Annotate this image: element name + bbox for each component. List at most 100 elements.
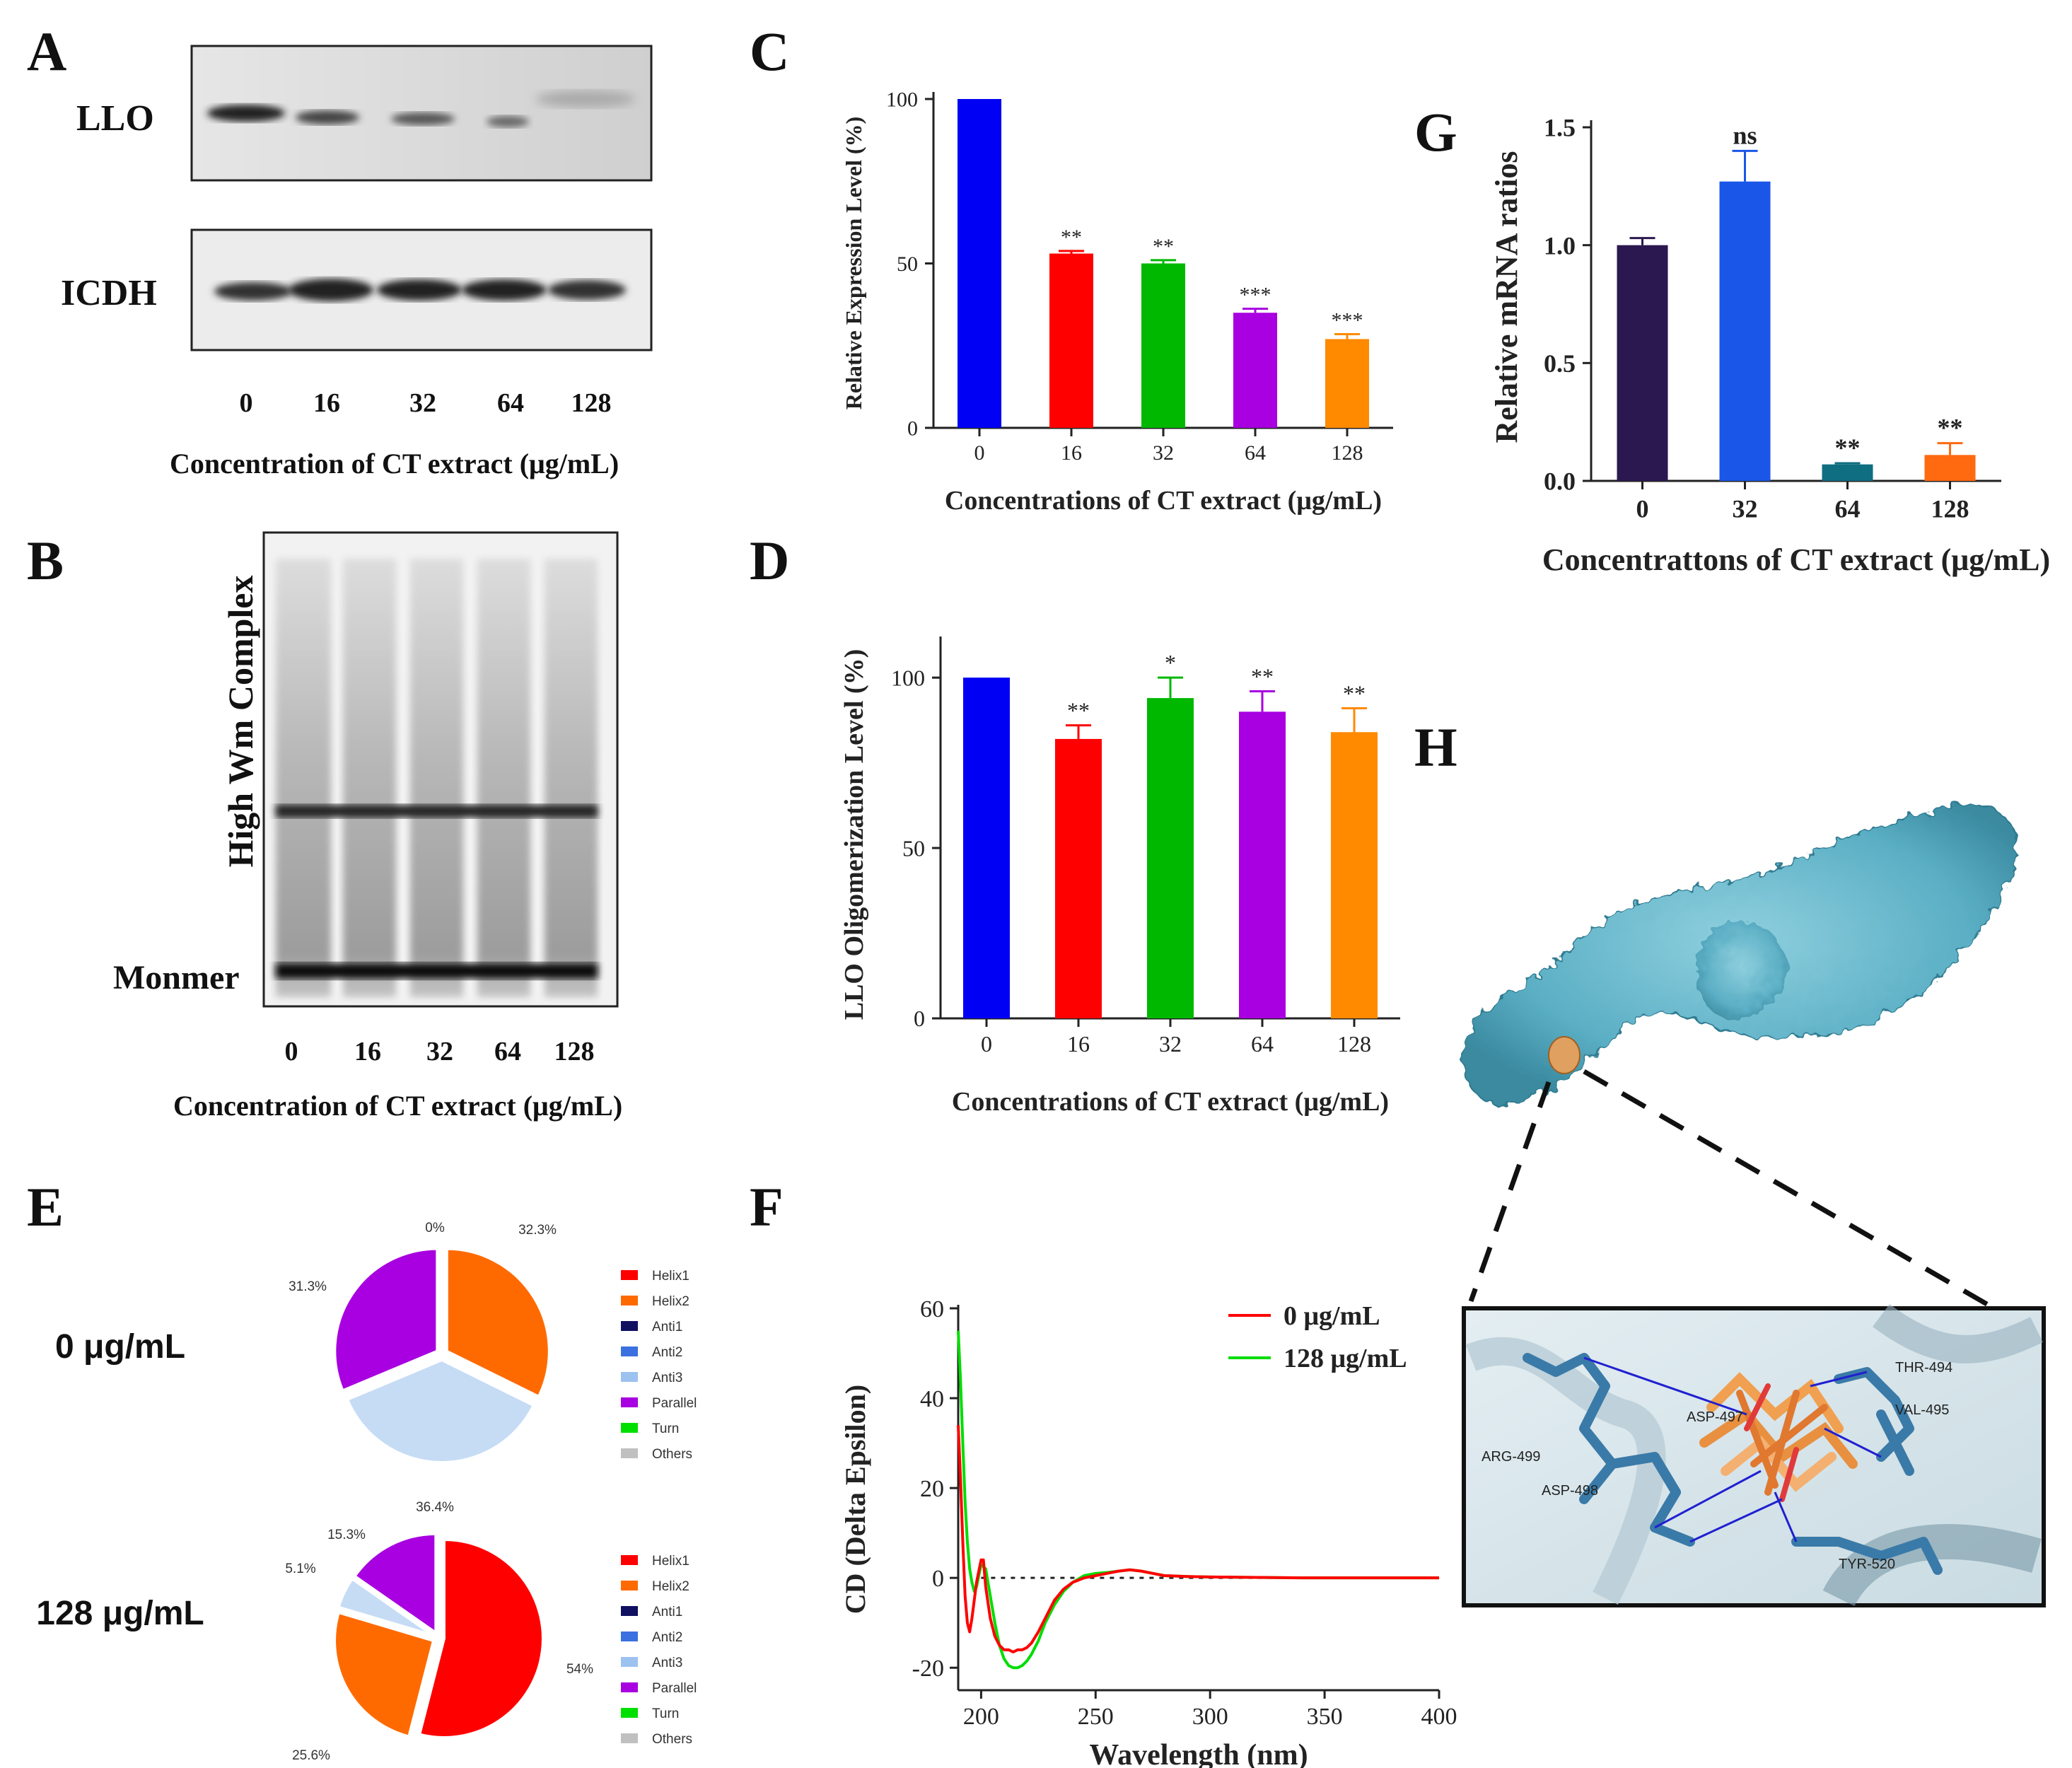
x-tick-label: 32 bbox=[1159, 1031, 1182, 1057]
legend-label: Anti3 bbox=[652, 1371, 682, 1385]
x-tick-label: 0 bbox=[981, 1031, 992, 1057]
lane-label: 16 bbox=[313, 388, 340, 418]
x-tick-label: 300 bbox=[1192, 1704, 1228, 1730]
significance-label: *** bbox=[1332, 308, 1363, 332]
blot-b-lane-3 bbox=[410, 559, 463, 997]
significance-label: ** bbox=[1251, 663, 1274, 689]
llo-band-lane-1 bbox=[207, 105, 285, 122]
bar-32 bbox=[1141, 263, 1185, 428]
legend-label: Helix1 bbox=[652, 1554, 689, 1569]
series-line bbox=[957, 1425, 1439, 1653]
legend-swatch-helix1 bbox=[621, 1270, 638, 1280]
lane-label: 0 bbox=[239, 388, 253, 418]
icdh-band-lane-5 bbox=[548, 280, 626, 300]
x-axis-title: Wavelength (nm) bbox=[1089, 1739, 1308, 1768]
x-axis-title-b: Concentration of CT extract (μg/mL) bbox=[173, 1090, 623, 1122]
legend-swatch-helix2 bbox=[621, 1581, 638, 1590]
x-tick-label: 32 bbox=[1153, 441, 1174, 465]
icdh-band-lane-1 bbox=[214, 282, 292, 301]
bar-128 bbox=[1331, 732, 1378, 1018]
legend-label: Parallel bbox=[652, 1396, 697, 1411]
icdh-band-lane-2 bbox=[289, 279, 373, 301]
llo-band-label: LLO bbox=[76, 98, 154, 139]
lane-label: 32 bbox=[409, 388, 436, 418]
legend-swatch-anti3 bbox=[621, 1372, 638, 1382]
ligand-cluster bbox=[1699, 1372, 1858, 1502]
pie-slice-label: 5.1% bbox=[285, 1561, 315, 1576]
panel-letter-d: D bbox=[750, 530, 790, 591]
monomer-label: Monmer bbox=[113, 959, 240, 996]
pie-slice-label: 32.3% bbox=[518, 1223, 557, 1238]
blot-b-lane-4 bbox=[477, 559, 530, 997]
pie-slice-label: 15.3% bbox=[327, 1528, 366, 1542]
lane-label: 32 bbox=[426, 1037, 453, 1066]
chart-g: 0.0 0.5 1.0 1.5 0 32 ns 64 ** 128 ** Relative mRNA … bbox=[1489, 114, 2050, 577]
pie-slice-label: 0% bbox=[425, 1221, 445, 1235]
legend-swatch-parallel bbox=[621, 1682, 638, 1692]
legend-label: Turn bbox=[652, 1421, 679, 1436]
chart-f: -20 0 20 40 60 200 250 300 350 400 0 μg/mL 128 μg/m… bbox=[839, 1296, 1457, 1768]
llo-band-lane-3 bbox=[391, 112, 455, 125]
ribbon-3 bbox=[1873, 1303, 2043, 1363]
upper-band-row bbox=[276, 805, 598, 818]
residue-label: VAL-495 bbox=[1895, 1402, 1949, 1418]
y-tick-label: 0.5 bbox=[1544, 349, 1576, 378]
pie-slice-helix1 bbox=[417, 1537, 545, 1739]
pie-slice-anti3 bbox=[345, 1358, 536, 1464]
panel-letter-a: A bbox=[27, 21, 67, 82]
legend-label: 0 μg/mL bbox=[1284, 1301, 1380, 1331]
y-tick-label: 100 bbox=[891, 665, 925, 690]
bar-128 bbox=[1924, 455, 1976, 481]
y-tick-label: 40 bbox=[920, 1386, 944, 1412]
legend-swatch-parallel bbox=[621, 1397, 638, 1407]
y-tick-label: 50 bbox=[897, 252, 918, 276]
bar-16 bbox=[1055, 738, 1102, 1018]
blot-b-lane-1 bbox=[276, 559, 331, 997]
pie-slice-helix2 bbox=[445, 1247, 551, 1399]
significance-label: ** bbox=[1067, 698, 1090, 723]
pie-slice-parallel bbox=[352, 1532, 438, 1636]
y-tick-label: 60 bbox=[920, 1296, 944, 1322]
bar-0 bbox=[963, 677, 1010, 1018]
legend-swatch-anti3 bbox=[621, 1657, 638, 1667]
series-line bbox=[957, 1330, 1439, 1670]
x-tick-label: 250 bbox=[1078, 1704, 1114, 1730]
legend-swatch-anti2 bbox=[621, 1632, 638, 1641]
x-tick-label: 16 bbox=[1061, 441, 1082, 465]
legend-label: Anti1 bbox=[652, 1320, 682, 1334]
panel-e-pies: 32.3% 36.4% 31.3% 0% 0 μg/mL Helix1 Helix2 Anti… bbox=[36, 1221, 697, 1763]
residue-label: TYR-520 bbox=[1839, 1557, 1895, 1572]
x-tick-label: 16 bbox=[1067, 1031, 1090, 1057]
x-axis-title-a: Concentration of CT extract (μg/mL) bbox=[170, 448, 619, 479]
panel-letter-b: B bbox=[27, 530, 64, 591]
icdh-band-label: ICDH bbox=[61, 273, 157, 313]
legend-swatch-helix1 bbox=[621, 1555, 638, 1565]
y-tick-label: 0 bbox=[914, 1006, 925, 1031]
lane-label: 64 bbox=[497, 388, 524, 418]
lane-label: 128 bbox=[571, 388, 612, 418]
pie-slice-label: 31.3% bbox=[289, 1279, 327, 1294]
pie-slice-label: 54% bbox=[566, 1662, 593, 1677]
legend-swatch-turn bbox=[621, 1423, 638, 1433]
icdh-band-lane-4 bbox=[462, 279, 547, 301]
panel-letter-e: E bbox=[27, 1176, 64, 1238]
chart-d: 0 50 100 0 16 ** 32 * 64 ** 128 ** LLO Oligomerizati… bbox=[839, 636, 1400, 1117]
bar-64 bbox=[1822, 464, 1873, 481]
y-tick-label: 0 bbox=[932, 1566, 944, 1592]
panel-letter-h: H bbox=[1414, 716, 1457, 778]
icdh-band-lane-3 bbox=[377, 279, 462, 301]
x-tick-label: 64 bbox=[1835, 495, 1861, 523]
legend-label: Anti1 bbox=[652, 1605, 682, 1619]
legend-swatch-turn bbox=[621, 1708, 638, 1718]
legend-label: Turn bbox=[652, 1706, 679, 1721]
bar-64 bbox=[1233, 313, 1277, 428]
x-tick-label: 128 bbox=[1931, 495, 1969, 523]
pie-slice-anti3 bbox=[337, 1576, 434, 1637]
x-tick-label: 64 bbox=[1251, 1031, 1274, 1057]
y-tick-label: 1.0 bbox=[1544, 231, 1576, 260]
y-tick-label: 1.5 bbox=[1544, 114, 1576, 142]
y-axis-title: CD (Delta Epsilon) bbox=[839, 1385, 871, 1614]
bar-0 bbox=[1617, 245, 1668, 481]
x-tick-label: 0 bbox=[974, 441, 985, 465]
legend-label: 128 μg/mL bbox=[1284, 1344, 1407, 1373]
